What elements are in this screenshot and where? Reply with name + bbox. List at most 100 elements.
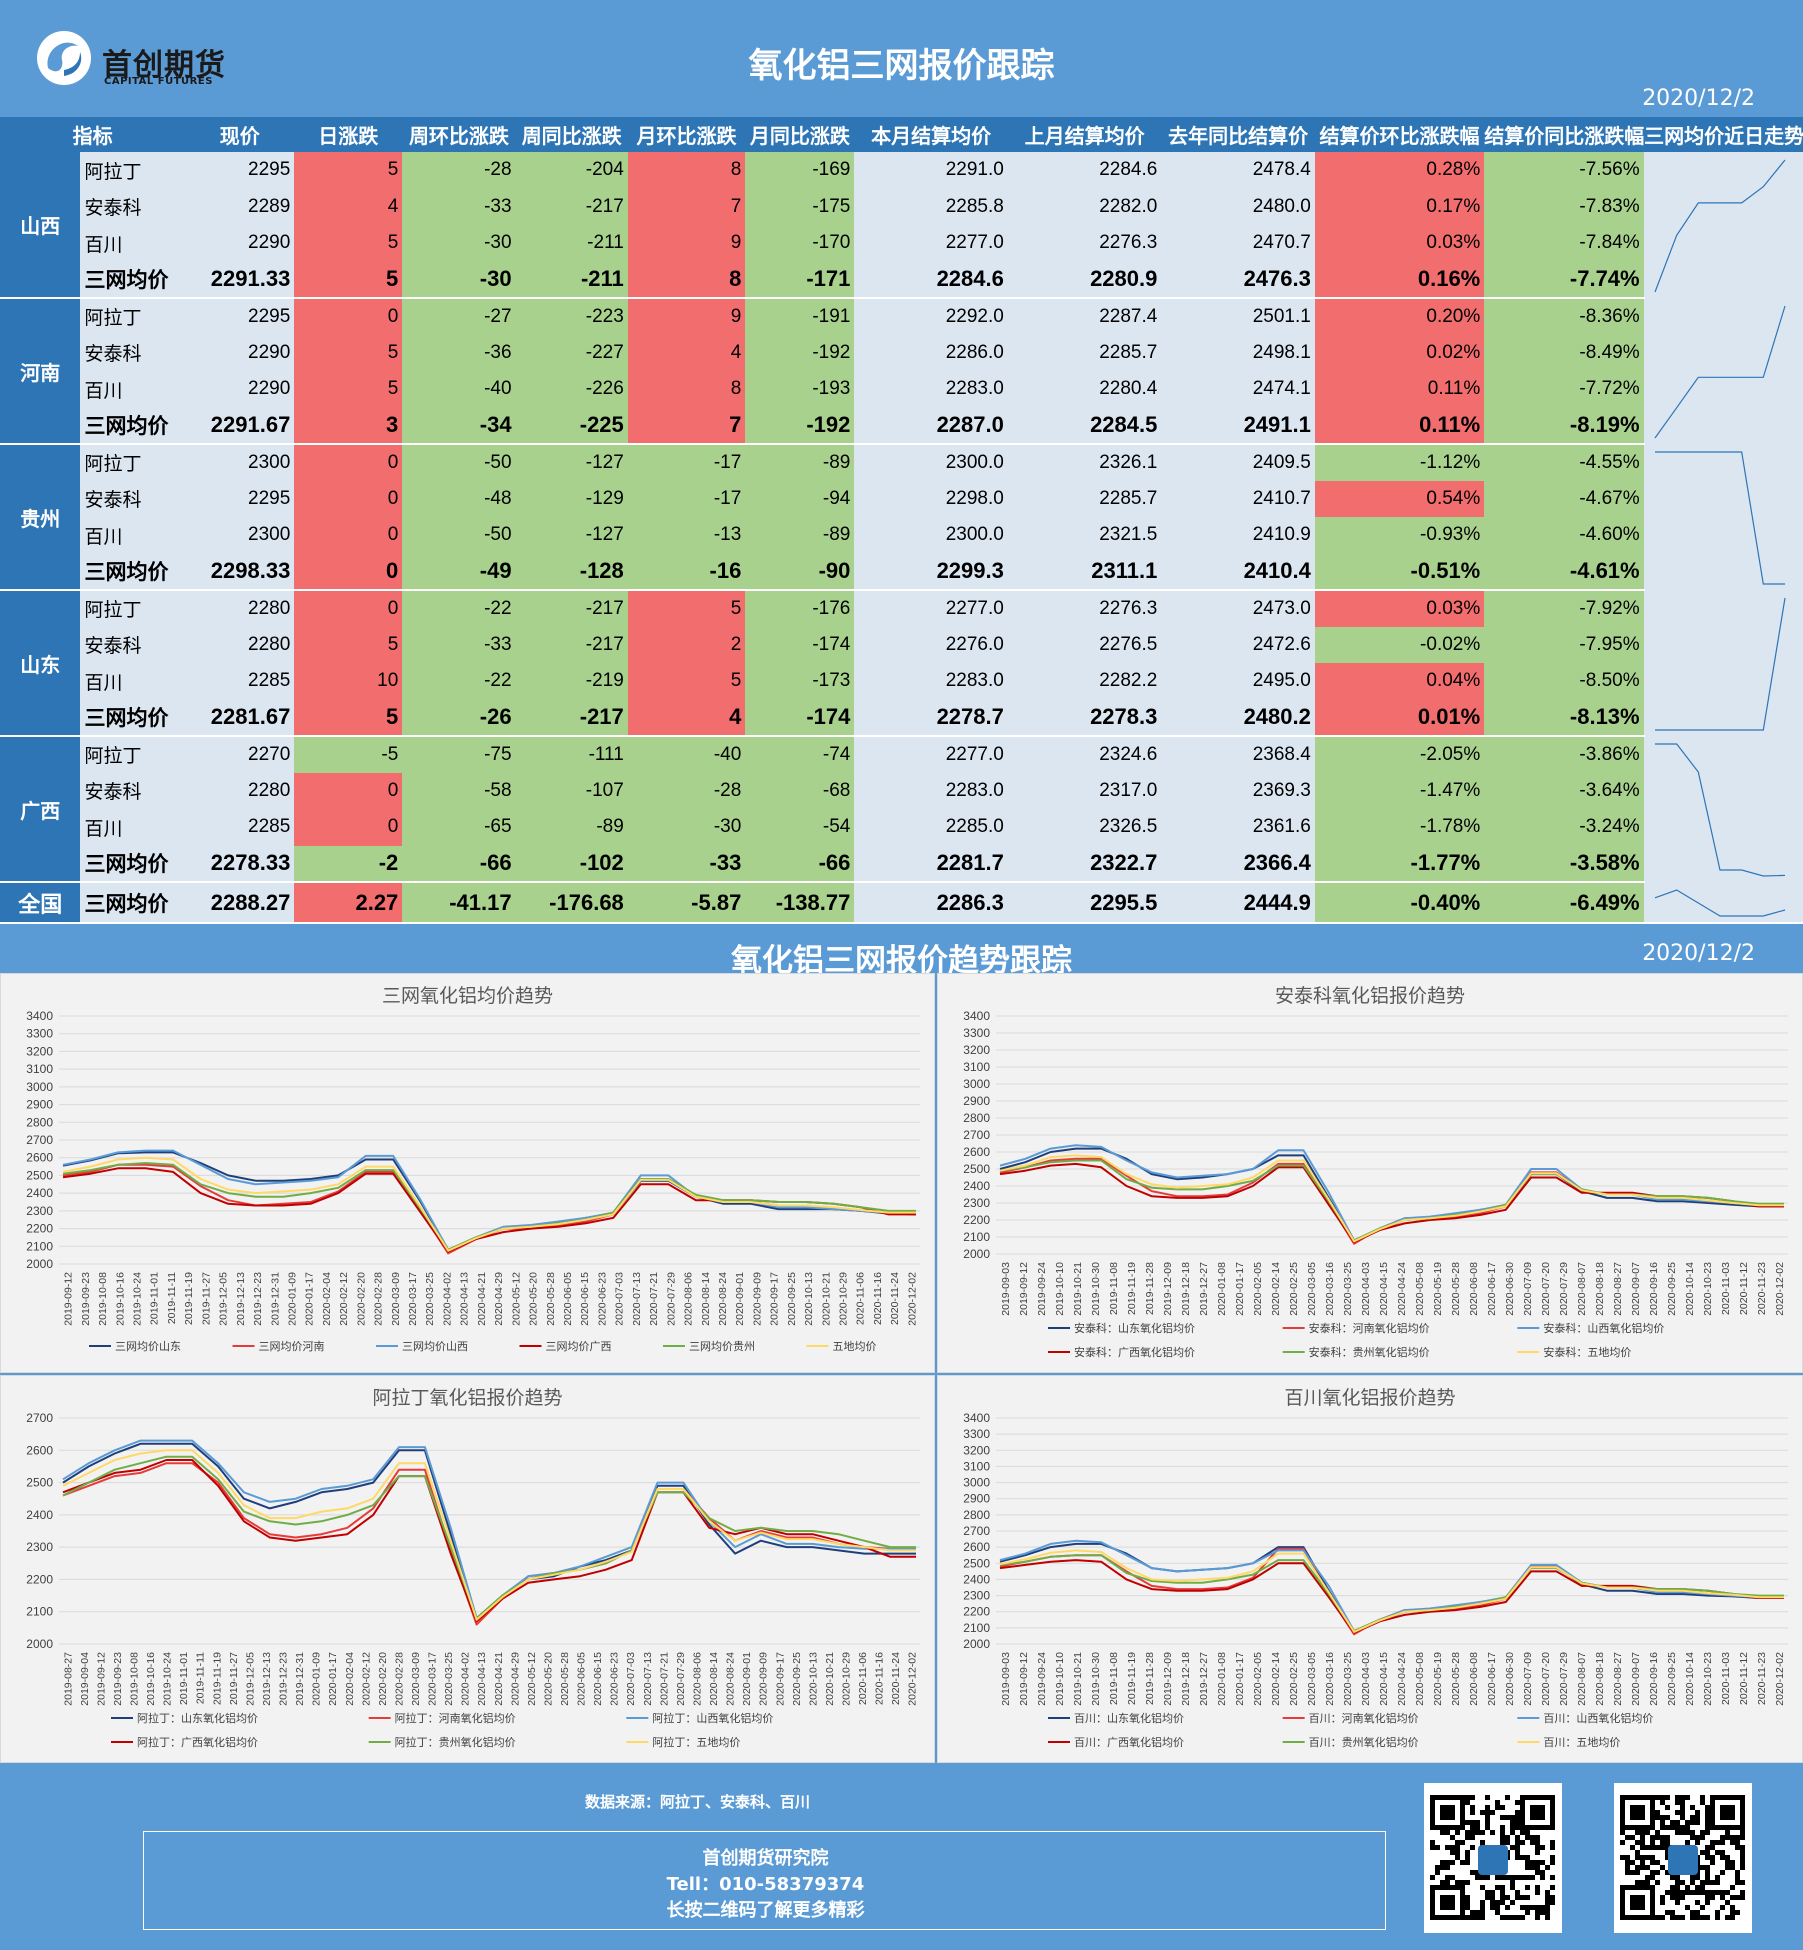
qr-module <box>1435 1845 1440 1850</box>
table-cell: -7.74% <box>1484 261 1645 299</box>
table-cell: -89 <box>515 809 628 846</box>
footer: 数据来源：阿拉丁、安泰科、百川 首创期货研究院 Tell：010-5837937… <box>0 1763 1803 1950</box>
y-tick-label: 2800 <box>963 1111 990 1125</box>
y-tick-label: 2100 <box>963 1230 990 1244</box>
sparkline-cell <box>1643 298 1803 444</box>
table-cell: -33 <box>402 626 516 663</box>
x-tick-label: 2020-04-29 <box>493 1272 505 1326</box>
x-tick-label: 2020-06-15 <box>579 1272 591 1326</box>
x-tick-label: 2020-02-12 <box>338 1272 350 1326</box>
table-cell: -175 <box>745 188 855 225</box>
qr-module <box>1630 1835 1635 1840</box>
x-tick-label: 2020-07-03 <box>625 1652 637 1706</box>
qr-module <box>1630 1845 1635 1850</box>
qr-module <box>1730 1835 1735 1840</box>
qr-module <box>1465 1900 1470 1905</box>
qr-module <box>1730 1885 1735 1890</box>
indicator-name: 安泰科 <box>80 626 186 663</box>
qr-module <box>1465 1915 1470 1920</box>
table-cell: 2324.6 <box>1007 736 1162 773</box>
qr-module <box>1470 1915 1475 1920</box>
y-tick-label: 2700 <box>26 1133 53 1147</box>
qr-code-icon[interactable] <box>1424 1783 1562 1933</box>
table-cell: 0.17% <box>1314 188 1485 225</box>
qr-module <box>1515 1820 1520 1825</box>
table-cell: -66 <box>745 845 855 883</box>
sparkline <box>1654 743 1785 877</box>
qr-module <box>1475 1875 1480 1880</box>
table-row: 三网均价 2278.33 -2 -66 -102 -33 -66 2281.7 2322.7 23… <box>0 845 1803 883</box>
y-tick-label: 3100 <box>963 1060 990 1074</box>
qr-finder <box>1440 1805 1455 1820</box>
x-tick-label: 2020-03-16 <box>1324 1262 1336 1316</box>
qr-module <box>1725 1860 1730 1865</box>
qr-module <box>1665 1815 1670 1820</box>
qr-module <box>1510 1880 1515 1885</box>
capital-futures-logo-icon <box>37 31 91 85</box>
table-row: 三网均价 2281.67 5 -26 -217 4 -174 2278.7 2278.3 2480… <box>0 699 1803 737</box>
qr-module <box>1470 1830 1475 1835</box>
legend-label: 五地均价 <box>833 1340 877 1353</box>
qr-module <box>1515 1800 1520 1805</box>
indicator-name: 百川 <box>80 809 186 846</box>
y-tick-label: 2700 <box>26 1411 53 1425</box>
y-tick-label: 2100 <box>26 1605 53 1619</box>
qr-module <box>1480 1915 1485 1920</box>
y-tick-label: 2000 <box>963 1637 990 1651</box>
qr-module <box>1530 1865 1535 1870</box>
table-cell: 2286.0 <box>854 334 1008 371</box>
qr-module <box>1660 1825 1665 1830</box>
qr-module <box>1735 1910 1740 1915</box>
x-tick-label: 2020-07-13 <box>631 1272 643 1326</box>
qr-module <box>1645 1830 1650 1835</box>
qr-module <box>1490 1890 1495 1895</box>
qr-module <box>1680 1815 1685 1820</box>
qr-module <box>1430 1845 1435 1850</box>
x-tick-label: 2020-09-17 <box>769 1272 781 1326</box>
legend-label: 阿拉丁：山西氧化铝均价 <box>652 1711 773 1725</box>
sparkline-cell <box>1643 152 1803 298</box>
table-cell: 5 <box>294 626 403 663</box>
legend-label: 阿拉丁：山东氧化铝均价 <box>137 1711 258 1725</box>
table-cell: 5 <box>294 152 403 189</box>
x-tick-label: 2019-11-08 <box>1108 1262 1120 1315</box>
chart-avg-trend: 三网氧化铝均价趋势 2000 2100 2200 2300 2400 2500 2600 270… <box>0 973 935 1373</box>
y-tick-label: 3300 <box>963 1026 990 1040</box>
qr-module <box>1470 1825 1475 1830</box>
qr-module <box>1475 1915 1480 1920</box>
table-cell: -89 <box>745 517 855 554</box>
indicator-name: 阿拉丁 <box>80 298 186 335</box>
qr-module <box>1455 1845 1460 1850</box>
legend-label: 安泰科：五地均价 <box>1543 1345 1631 1359</box>
qr-module <box>1465 1850 1470 1855</box>
y-tick-label: 3400 <box>26 1009 53 1023</box>
table-cell: 4 <box>627 699 746 737</box>
qr-code-icon[interactable] <box>1614 1783 1752 1933</box>
table-cell: -22 <box>402 590 516 627</box>
qr-module <box>1705 1810 1710 1815</box>
x-tick-label: 2019-11-19 <box>183 1272 195 1325</box>
series-line <box>999 1559 1784 1634</box>
table-cell: -58 <box>402 772 516 809</box>
table-cell: -0.02% <box>1314 626 1485 663</box>
x-tick-label: 2020-04-03 <box>1360 1652 1372 1706</box>
table-cell: 2368.4 <box>1161 736 1315 773</box>
qr-module <box>1550 1900 1555 1905</box>
qr-module <box>1665 1845 1670 1850</box>
qr-module <box>1480 1900 1485 1905</box>
table-cell: 2277.0 <box>854 225 1008 262</box>
table-cell: -7.84% <box>1484 225 1645 262</box>
qr-module <box>1715 1840 1720 1845</box>
qr-module <box>1620 1855 1625 1860</box>
table-cell: -107 <box>515 772 628 809</box>
table-cell: 2283.0 <box>854 772 1008 809</box>
x-tick-label: 2020-09-17 <box>774 1652 786 1706</box>
table-cell: -211 <box>515 225 628 262</box>
table-cell: -8.36% <box>1484 298 1645 335</box>
qr-module <box>1690 1815 1695 1820</box>
qr-module <box>1680 1830 1685 1835</box>
x-tick-label: 2019-12-31 <box>269 1272 281 1326</box>
x-tick-label: 2020-02-05 <box>1252 1652 1264 1706</box>
table-cell: 2285.8 <box>854 188 1008 225</box>
table-cell: -5 <box>294 736 403 773</box>
